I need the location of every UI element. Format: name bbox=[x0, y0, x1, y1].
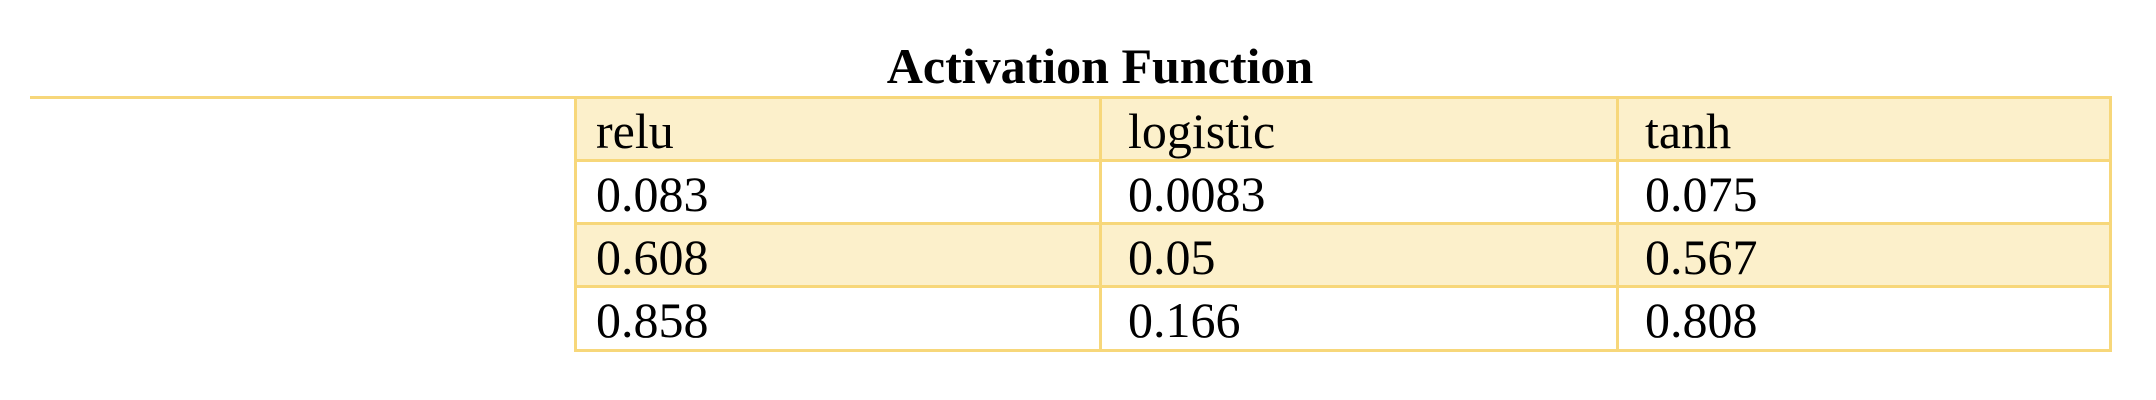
table-cell: 0.075 bbox=[1645, 166, 1758, 222]
column-header-tanh: tanh bbox=[1645, 103, 1732, 159]
row-band-2 bbox=[574, 222, 2112, 288]
header-row-band bbox=[574, 96, 2112, 162]
row-band-3 bbox=[574, 285, 2112, 352]
table-cell: 0.0083 bbox=[1128, 166, 1266, 222]
column-divider bbox=[1616, 96, 1619, 352]
table-title: Activation Function bbox=[886, 38, 1314, 94]
table-cell: 0.05 bbox=[1128, 229, 1216, 285]
table-cell: 0.567 bbox=[1645, 229, 1758, 285]
table-cell: 0.083 bbox=[596, 166, 709, 222]
table-cell: 0.808 bbox=[1645, 292, 1758, 348]
table-cell: 0.858 bbox=[596, 292, 709, 348]
table-cell: 0.166 bbox=[1128, 292, 1241, 348]
table-cell: 0.608 bbox=[596, 229, 709, 285]
row-band-1 bbox=[574, 159, 2112, 225]
column-header-relu: relu bbox=[596, 103, 674, 159]
column-divider bbox=[1099, 96, 1102, 352]
column-header-logistic: logistic bbox=[1128, 103, 1276, 159]
